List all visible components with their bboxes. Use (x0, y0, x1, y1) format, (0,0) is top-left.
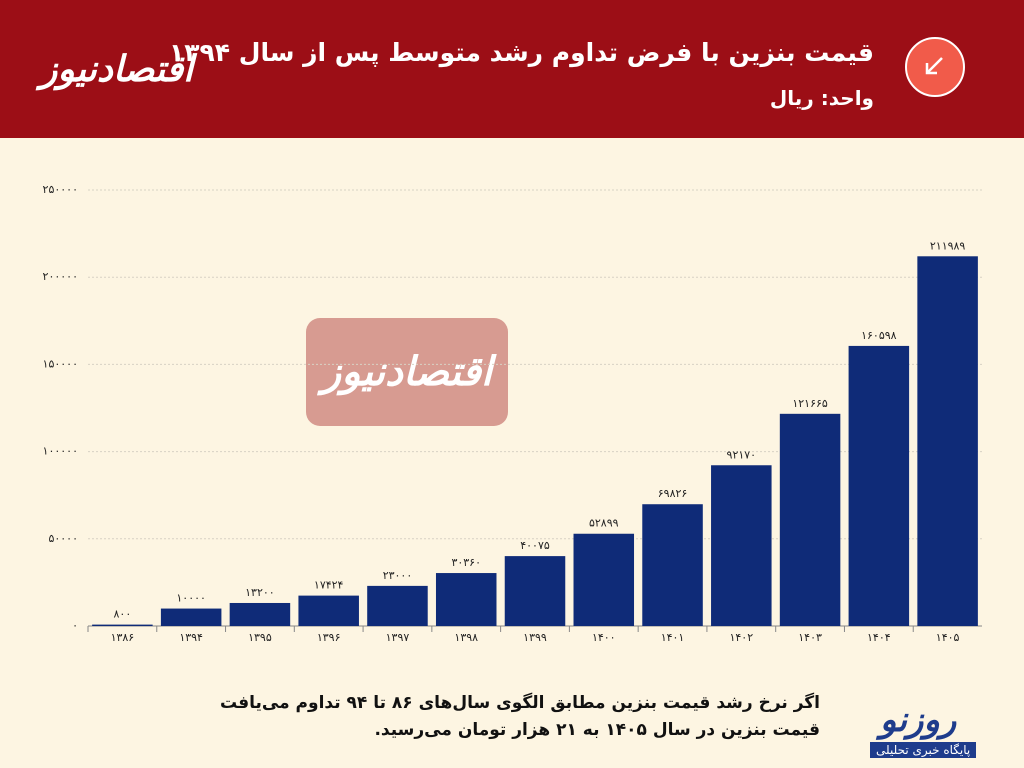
value-label: ۶۹۸۲۶ (658, 487, 688, 500)
value-label: ۱۰۰۰۰ (176, 592, 206, 605)
value-label: ۱۷۴۲۴ (314, 579, 344, 592)
bar (573, 533, 635, 626)
value-label: ۴۰۰۷۵ (520, 539, 550, 552)
chart: اقتصادنیوز ۰ ۵۰۰۰۰ ۱۰۰۰۰۰ ۱۵۰۰۰۰ ۲۰۰۰۰۰ ۲۵۰۰۰… (43, 183, 982, 644)
arrow-icon (925, 57, 943, 75)
bar (92, 624, 153, 626)
bar (160, 608, 222, 626)
note-line: قیمت بنزین در سال ۱۴۰۵ به ۲۱ هزار تومان … (374, 720, 820, 740)
bar (917, 256, 978, 626)
x-tick-label: ۱۳۹۴ (179, 631, 203, 644)
bar (711, 465, 772, 626)
x-tick-label: ۱۴۰۱ (661, 631, 685, 644)
bar (435, 573, 497, 626)
value-label: ۹۲۱۷۰ (727, 448, 757, 461)
value-label: ۱۲۱۶۶۵ (792, 397, 828, 410)
x-tick-label: ۱۳۹۹ (523, 631, 547, 644)
y-tick-label: ۱۵۰۰۰۰ (43, 357, 78, 370)
chart-title: قیمت بنزین با فرض تداوم رشد متوسط پس از … (169, 38, 874, 67)
x-tick-label: ۱۳۹۶ (317, 631, 341, 644)
brand-tagline: پایگاه خبری تحلیلی (870, 742, 977, 758)
y-tick-label: ۲۰۰۰۰۰ (43, 270, 78, 283)
y-tick-label: ۰ (72, 619, 78, 632)
bar (504, 556, 566, 626)
y-tick-label: ۲۵۰۰۰۰ (43, 183, 78, 196)
x-tick-label: ۱۳۹۷ (386, 631, 410, 644)
watermark-box (306, 318, 508, 426)
value-label: ۱۶۰۵۹۸ (861, 329, 897, 342)
value-label: ۸۰۰ (114, 608, 132, 621)
value-label: ۲۱۱۹۸۹ (930, 239, 966, 252)
bar (848, 345, 910, 626)
bar (229, 602, 291, 626)
brand: روزنو (880, 700, 957, 740)
value-label: ۳۰۳۶۰ (451, 556, 481, 569)
bar (298, 595, 359, 626)
x-tick-label: ۱۳۸۶ (111, 631, 135, 644)
x-tick-label: ۱۴۰۴ (867, 631, 891, 644)
x-tick-label: ۱۴۰۵ (936, 631, 960, 644)
footer-note: اگر نرخ رشد قیمت بنزین مطابق الگوی سال‌ه… (200, 690, 820, 744)
watermark: اقتصادنیوز (317, 349, 497, 396)
bar (779, 413, 841, 626)
icon (905, 37, 965, 97)
bar (642, 504, 703, 626)
x-tick-label: ۱۳۹۵ (248, 631, 272, 644)
y-tick-label: ۵۰۰۰۰ (48, 532, 78, 545)
chart-subtitle: واحد: ریال (769, 86, 874, 110)
note-line: اگر نرخ رشد قیمت بنزین مطابق الگوی سال‌ه… (220, 693, 820, 713)
value-label: ۵۲۸۹۹ (589, 517, 619, 530)
header: اقتصادنیوز قیمت بنزین با فرض تداوم رشد م… (0, 0, 1024, 138)
x-tick-label: ۱۴۰۳ (798, 631, 822, 644)
x-tick-label: ۱۳۹۸ (454, 631, 478, 644)
y-tick-label: ۱۰۰۰۰۰ (43, 445, 78, 458)
bar (367, 585, 428, 626)
logo: اقتصادنیوز (40, 48, 194, 90)
x-tick-label: ۱۴۰۲ (729, 631, 753, 644)
value-label: ۱۳۲۰۰ (245, 586, 275, 599)
x-tick-label: ۱۴۰۰ (592, 631, 616, 644)
value-label: ۲۳۰۰۰ (383, 569, 413, 582)
